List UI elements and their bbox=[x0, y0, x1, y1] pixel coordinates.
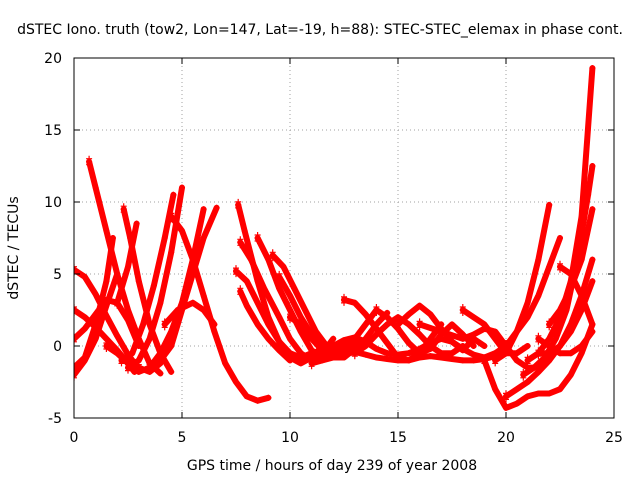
plot-frame bbox=[73, 57, 615, 419]
series-26 bbox=[308, 348, 510, 370]
x-tick-label: 15 bbox=[389, 430, 407, 446]
series-trace bbox=[168, 213, 272, 404]
series-trace bbox=[535, 328, 596, 357]
series-15 bbox=[161, 299, 218, 331]
series-trace bbox=[118, 191, 177, 364]
x-tick-label: 10 bbox=[281, 430, 299, 446]
series-14 bbox=[167, 209, 272, 405]
series-trace bbox=[237, 288, 293, 364]
y-axis-label: dSTEC / TECUs bbox=[6, 196, 22, 299]
series-35 bbox=[502, 234, 564, 353]
series-41 bbox=[534, 328, 597, 357]
series-trace bbox=[492, 201, 553, 364]
x-tick-label: 5 bbox=[178, 430, 187, 446]
x-tick-label: 20 bbox=[497, 430, 515, 446]
y-tick-label: 15 bbox=[44, 123, 62, 139]
series-33 bbox=[480, 320, 597, 412]
series-39 bbox=[545, 205, 597, 331]
chart-title: dSTEC Iono. truth (tow2, Lon=147, Lat=-1… bbox=[17, 22, 623, 38]
series-10 bbox=[117, 191, 177, 367]
series-37 bbox=[519, 162, 597, 382]
series-trace bbox=[373, 307, 477, 357]
series-34 bbox=[502, 256, 597, 403]
series-trace bbox=[557, 263, 596, 328]
y-tick-label: 10 bbox=[44, 195, 62, 211]
series-19 bbox=[236, 284, 294, 364]
series-18 bbox=[232, 264, 316, 362]
series-trace bbox=[503, 235, 563, 349]
series-4 bbox=[74, 270, 121, 382]
y-tick-label: 0 bbox=[53, 339, 62, 355]
series-trace bbox=[233, 268, 315, 361]
series-30 bbox=[459, 303, 532, 357]
x-tick-label: 25 bbox=[605, 430, 623, 446]
y-tick-label: 20 bbox=[44, 51, 62, 67]
data-series bbox=[74, 64, 597, 412]
x-axis-label: GPS time / hours of day 239 of year 2008 bbox=[187, 458, 477, 474]
series-6 bbox=[74, 296, 143, 350]
series-5 bbox=[74, 234, 117, 375]
series-trace bbox=[125, 184, 185, 371]
y-tick-label: 5 bbox=[53, 267, 62, 283]
series-32 bbox=[491, 201, 553, 367]
y-tick-label: -5 bbox=[48, 411, 62, 427]
series-trace bbox=[520, 163, 596, 378]
series-28 bbox=[372, 303, 478, 357]
series-11 bbox=[113, 220, 141, 310]
axis-ticks: 0 5 10 15 20 25 -5 0 5 10 15 20 bbox=[44, 51, 623, 446]
series-25 bbox=[308, 333, 510, 362]
series-27 bbox=[351, 313, 467, 360]
series-9 bbox=[124, 184, 186, 375]
series-40 bbox=[556, 260, 597, 328]
x-tick-label: 0 bbox=[70, 430, 79, 446]
